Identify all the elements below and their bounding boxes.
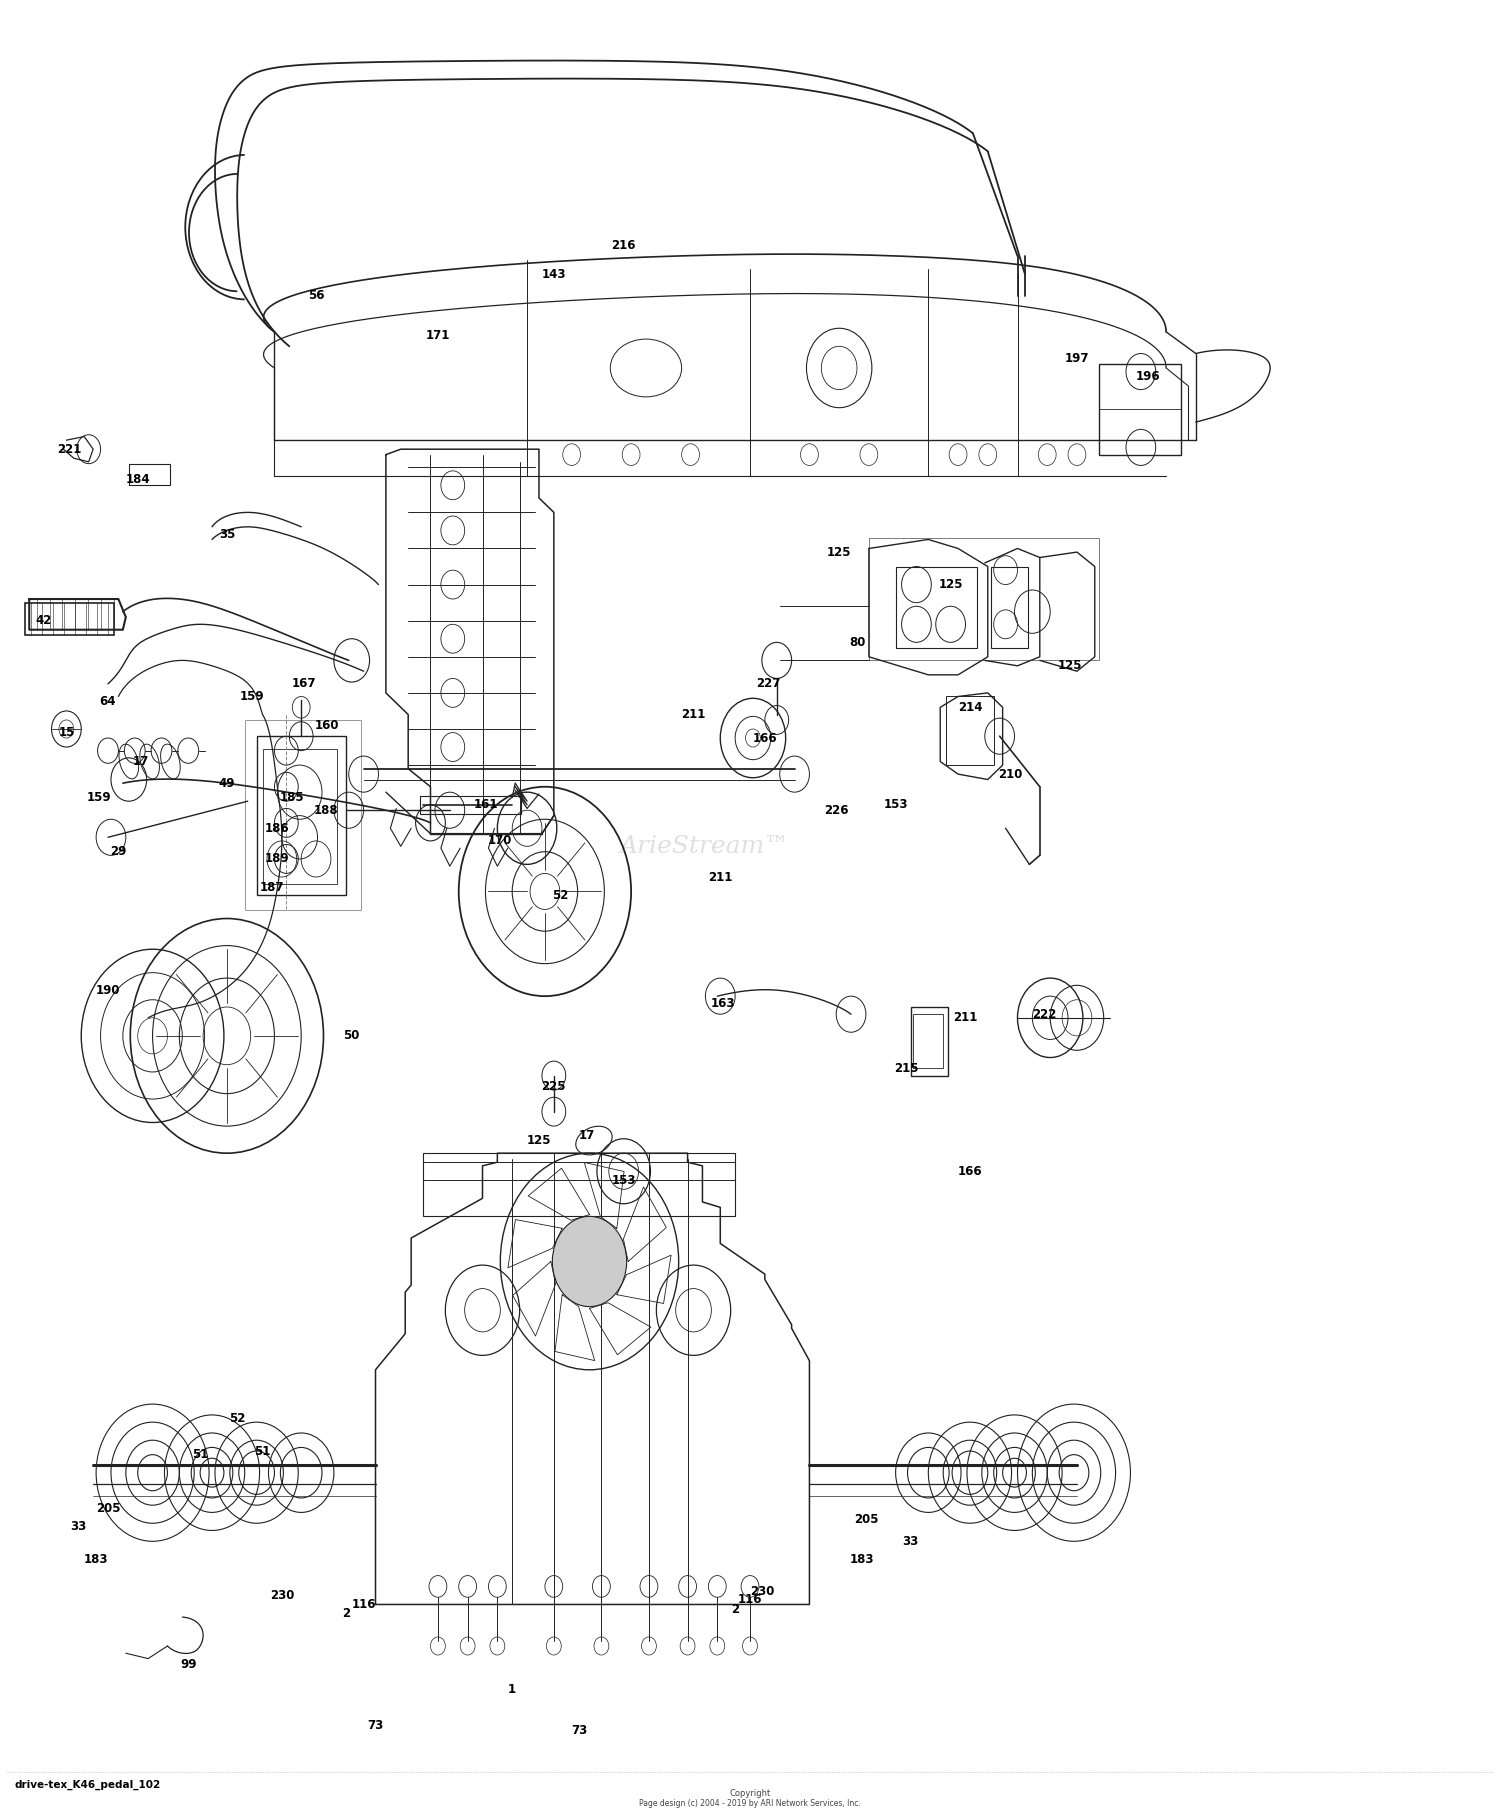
- Text: 167: 167: [292, 677, 316, 691]
- Text: Copyright: Copyright: [729, 1788, 771, 1797]
- Text: 197: 197: [1065, 353, 1089, 366]
- Text: 170: 170: [488, 835, 513, 848]
- Text: 187: 187: [260, 882, 284, 895]
- Text: drive-tex_K46_pedal_102: drive-tex_K46_pedal_102: [15, 1781, 160, 1790]
- Text: 51: 51: [255, 1444, 270, 1457]
- Text: 153: 153: [884, 799, 908, 811]
- Text: 125: 125: [827, 546, 852, 558]
- Text: 225: 225: [542, 1080, 566, 1093]
- Text: 183: 183: [849, 1553, 873, 1566]
- Bar: [256, 737, 346, 895]
- Text: 211: 211: [708, 871, 732, 884]
- Text: 73: 73: [368, 1719, 384, 1732]
- Text: 15: 15: [58, 726, 75, 739]
- Text: 214: 214: [957, 700, 982, 713]
- Bar: [946, 697, 993, 766]
- Text: 190: 190: [96, 984, 120, 997]
- Text: 205: 205: [853, 1513, 877, 1526]
- Text: Page design (c) 2004 - 2019 by ARI Network Services, Inc.: Page design (c) 2004 - 2019 by ARI Netwo…: [639, 1799, 861, 1808]
- Text: 143: 143: [542, 267, 566, 280]
- Bar: [990, 566, 1028, 648]
- Text: 80: 80: [849, 637, 865, 649]
- Text: 211: 211: [954, 1011, 978, 1024]
- Text: 1: 1: [509, 1683, 516, 1695]
- Bar: [26, 602, 114, 635]
- Text: 160: 160: [314, 719, 339, 731]
- Text: 116: 116: [738, 1593, 762, 1606]
- Text: 42: 42: [36, 615, 52, 628]
- Text: 184: 184: [126, 473, 150, 486]
- Text: 185: 185: [280, 791, 304, 804]
- Text: 2: 2: [342, 1606, 350, 1621]
- Text: 230: 230: [750, 1586, 774, 1599]
- Text: 211: 211: [681, 708, 705, 720]
- Bar: [244, 720, 360, 910]
- Text: 221: 221: [57, 442, 81, 457]
- Text: 99: 99: [180, 1657, 196, 1670]
- Text: 196: 196: [1136, 371, 1161, 384]
- Text: 33: 33: [903, 1535, 918, 1548]
- Text: 153: 153: [612, 1173, 636, 1186]
- Text: 56: 56: [308, 289, 324, 302]
- Text: 29: 29: [110, 846, 126, 859]
- Text: 159: 159: [240, 689, 264, 702]
- Circle shape: [552, 1217, 627, 1306]
- Text: 159: 159: [87, 791, 111, 804]
- Text: 52: 52: [552, 888, 568, 902]
- Text: 210: 210: [998, 768, 1023, 780]
- Text: 33: 33: [70, 1521, 87, 1533]
- Text: 227: 227: [756, 677, 780, 691]
- Text: 205: 205: [96, 1502, 120, 1515]
- Text: 186: 186: [266, 822, 290, 835]
- Text: 52: 52: [230, 1412, 246, 1424]
- Text: 125: 125: [939, 578, 963, 591]
- Text: 189: 189: [266, 853, 290, 866]
- Text: 171: 171: [426, 329, 450, 342]
- Text: 49: 49: [219, 777, 236, 789]
- Text: 116: 116: [351, 1597, 376, 1612]
- Text: 215: 215: [894, 1062, 918, 1075]
- Text: 166: 166: [753, 731, 777, 744]
- Text: 64: 64: [99, 695, 117, 708]
- Text: 183: 183: [84, 1553, 108, 1566]
- Text: 35: 35: [219, 528, 236, 540]
- Text: 50: 50: [344, 1030, 360, 1042]
- Text: 163: 163: [711, 997, 735, 1010]
- Bar: [129, 464, 171, 486]
- Text: 188: 188: [314, 804, 339, 817]
- Text: 125: 125: [526, 1133, 550, 1148]
- Text: 17: 17: [579, 1128, 594, 1142]
- Bar: [262, 749, 338, 884]
- Text: 222: 222: [1032, 1008, 1056, 1020]
- Text: 2: 2: [730, 1603, 740, 1617]
- Text: 216: 216: [612, 238, 636, 251]
- Text: 226: 226: [824, 804, 849, 817]
- Bar: [914, 1015, 944, 1068]
- Bar: [896, 566, 978, 648]
- Text: 230: 230: [270, 1590, 294, 1603]
- Text: 73: 73: [572, 1724, 586, 1737]
- Text: 51: 51: [192, 1448, 208, 1461]
- Bar: [868, 538, 1100, 660]
- Bar: [420, 795, 520, 813]
- Text: 166: 166: [957, 1164, 982, 1177]
- Text: 161: 161: [472, 799, 498, 811]
- Bar: [423, 1153, 735, 1217]
- Text: 17: 17: [132, 755, 148, 768]
- Text: ArieStream™: ArieStream™: [621, 835, 790, 859]
- Bar: [1100, 364, 1180, 455]
- Bar: [910, 1008, 948, 1075]
- Text: 125: 125: [1058, 658, 1082, 673]
